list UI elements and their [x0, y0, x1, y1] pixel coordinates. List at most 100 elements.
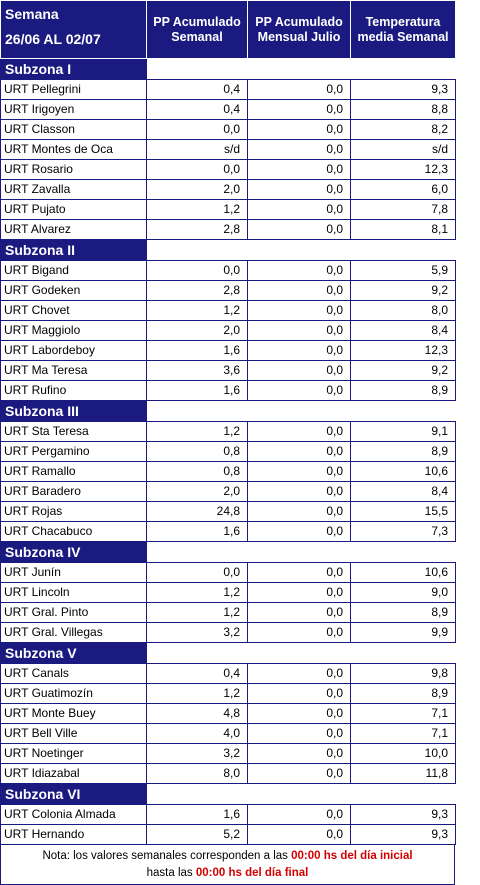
station-name-cell: URT Hernando	[0, 824, 147, 845]
pp-mensual-cell: 0,0	[247, 179, 351, 200]
station-name-cell: URT Colonia Almada	[0, 804, 147, 825]
pp-mensual-cell: 0,0	[247, 159, 351, 180]
subzone-header-spacer	[146, 642, 456, 664]
week-label: Semana	[5, 6, 59, 22]
temp-media-cell: 8,4	[350, 481, 456, 502]
note-text-1: Nota: los valores semanales corresponden…	[42, 850, 292, 862]
temp-media-cell: 8,9	[350, 380, 456, 401]
pp-mensual-cell: 0,0	[247, 824, 351, 845]
temp-media-cell: 8,1	[350, 219, 456, 240]
subzone-header-row: Subzona III	[0, 400, 456, 422]
table-row: URT Monte Buey 4,8 0,0 7,1	[0, 703, 456, 724]
pp-mensual-cell: 0,0	[247, 79, 351, 100]
subzone-header-spacer	[146, 239, 456, 261]
table-row: URT Lincoln 1,2 0,0 9,0	[0, 582, 456, 603]
table-row: URT Pellegrini 0,4 0,0 9,3	[0, 79, 456, 100]
pp-semanal-cell: 4,8	[146, 703, 248, 724]
table-row: URT Guatimozín 1,2 0,0 8,9	[0, 683, 456, 704]
station-name-cell: URT Lincoln	[0, 582, 147, 603]
station-name-cell: URT Rosario	[0, 159, 147, 180]
week-period: 26/06 AL 02/07	[5, 31, 101, 47]
table-row: URT Irigoyen 0,4 0,0 8,8	[0, 99, 456, 120]
temp-media-cell: 9,8	[350, 663, 456, 684]
station-name-cell: URT Noetinger	[0, 743, 147, 764]
col-header-pp-semanal: PP Acumulado Semanal	[146, 0, 248, 59]
table-row: URT Rojas 24,8 0,0 15,5	[0, 501, 456, 522]
table-row: URT Chacabuco 1,6 0,0 7,3	[0, 521, 456, 542]
pp-mensual-cell: 0,0	[247, 340, 351, 361]
table-header-row: Semana 26/06 AL 02/07 PP Acumulado Seman…	[0, 0, 456, 59]
temp-media-cell: 10,6	[350, 461, 456, 482]
station-name-cell: URT Pujato	[0, 199, 147, 220]
pp-semanal-cell: 3,6	[146, 360, 248, 381]
table-row: URT Labordeboy 1,6 0,0 12,3	[0, 340, 456, 361]
temp-media-cell: 7,3	[350, 521, 456, 542]
table-row: URT Zavalla 2,0 0,0 6,0	[0, 179, 456, 200]
rainfall-table: Semana 26/06 AL 02/07 PP Acumulado Seman…	[0, 0, 456, 845]
table-row: URT Rufino 1,6 0,0 8,9	[0, 380, 456, 401]
station-name-cell: URT Classon	[0, 119, 147, 140]
temp-media-cell: s/d	[350, 139, 456, 160]
pp-mensual-cell: 0,0	[247, 723, 351, 744]
temp-media-cell: 8,8	[350, 99, 456, 120]
subzone-header-row: Subzona IV	[0, 541, 456, 563]
temp-media-cell: 9,0	[350, 582, 456, 603]
table-row: URT Canals 0,4 0,0 9,8	[0, 663, 456, 684]
table-row: URT Gral. Pinto 1,2 0,0 8,9	[0, 602, 456, 623]
pp-semanal-cell: 4,0	[146, 723, 248, 744]
week-header: Semana 26/06 AL 02/07	[0, 0, 147, 59]
temp-media-cell: 5,9	[350, 260, 456, 281]
pp-mensual-cell: 0,0	[247, 280, 351, 301]
subzone-header-spacer	[146, 400, 456, 422]
pp-semanal-cell: 1,2	[146, 582, 248, 603]
pp-semanal-cell: 3,2	[146, 743, 248, 764]
footnote: Nota: los valores semanales corresponden…	[0, 845, 455, 885]
temp-media-cell: 7,1	[350, 723, 456, 744]
table-row: URT Baradero 2,0 0,0 8,4	[0, 481, 456, 502]
station-name-cell: URT Sta Teresa	[0, 421, 147, 442]
station-name-cell: URT Zavalla	[0, 179, 147, 200]
pp-semanal-cell: 1,2	[146, 199, 248, 220]
pp-mensual-cell: 0,0	[247, 763, 351, 784]
table-row: URT Classon 0,0 0,0 8,2	[0, 119, 456, 140]
table-row: URT Colonia Almada 1,6 0,0 9,3	[0, 804, 456, 825]
note-highlight-1: 00:00 hs del día inicial	[291, 850, 413, 862]
pp-semanal-cell: 2,8	[146, 280, 248, 301]
station-name-cell: URT Montes de Oca	[0, 139, 147, 160]
pp-mensual-cell: 0,0	[247, 99, 351, 120]
pp-semanal-cell: 1,6	[146, 521, 248, 542]
pp-semanal-cell: s/d	[146, 139, 248, 160]
table-row: URT Junín 0,0 0,0 10,6	[0, 562, 456, 583]
pp-semanal-cell: 2,0	[146, 320, 248, 341]
table-row: URT Gral. Villegas 3,2 0,0 9,9	[0, 622, 456, 643]
table-row: URT Alvarez 2,8 0,0 8,1	[0, 219, 456, 240]
station-name-cell: URT Junín	[0, 562, 147, 583]
pp-mensual-cell: 0,0	[247, 582, 351, 603]
pp-semanal-cell: 3,2	[146, 622, 248, 643]
subzone-name: Subzona IV	[0, 541, 147, 563]
pp-mensual-cell: 0,0	[247, 602, 351, 623]
station-name-cell: URT Gral. Pinto	[0, 602, 147, 623]
pp-mensual-cell: 0,0	[247, 300, 351, 321]
pp-semanal-cell: 8,0	[146, 763, 248, 784]
pp-semanal-cell: 0,8	[146, 441, 248, 462]
station-name-cell: URT Gral. Villegas	[0, 622, 147, 643]
pp-mensual-cell: 0,0	[247, 421, 351, 442]
pp-semanal-cell: 0,0	[146, 119, 248, 140]
station-name-cell: URT Pergamino	[0, 441, 147, 462]
pp-semanal-cell: 2,0	[146, 481, 248, 502]
station-name-cell: URT Labordeboy	[0, 340, 147, 361]
pp-semanal-cell: 0,4	[146, 663, 248, 684]
table-row: URT Hernando 5,2 0,0 9,3	[0, 824, 456, 845]
pp-semanal-cell: 0,4	[146, 79, 248, 100]
temp-media-cell: 9,3	[350, 824, 456, 845]
col-header-pp-mensual: PP Acumulado Mensual Julio	[247, 0, 351, 59]
pp-semanal-cell: 1,2	[146, 300, 248, 321]
temp-media-cell: 8,2	[350, 119, 456, 140]
table-row: URT Ramallo 0,8 0,0 10,6	[0, 461, 456, 482]
temp-media-cell: 8,9	[350, 602, 456, 623]
subzone-header-spacer	[146, 541, 456, 563]
temp-media-cell: 15,5	[350, 501, 456, 522]
table-row: URT Sta Teresa 1,2 0,0 9,1	[0, 421, 456, 442]
pp-mensual-cell: 0,0	[247, 743, 351, 764]
